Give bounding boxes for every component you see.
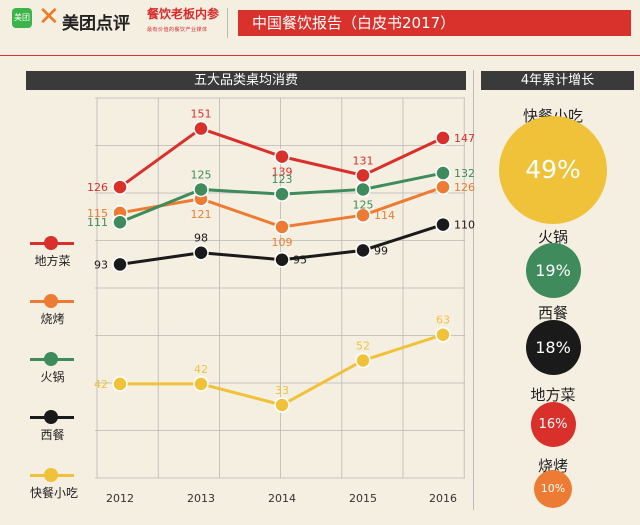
data-point <box>355 352 371 369</box>
legend-dot <box>44 236 58 250</box>
header-divider <box>227 8 228 38</box>
x-tick-label: 2014 <box>268 492 296 505</box>
data-label: 125 <box>191 168 212 181</box>
data-point <box>274 219 290 235</box>
data-label: 110 <box>454 219 475 232</box>
data-label: 98 <box>194 232 208 245</box>
legend-label: 西餐 <box>40 428 65 442</box>
data-point <box>435 326 451 343</box>
legend-swatch <box>30 468 74 482</box>
sub-brand: 餐饮老板内参 <box>147 7 220 21</box>
legend-item: 火锅 <box>30 352 75 385</box>
data-point <box>435 179 451 195</box>
data-point <box>355 207 371 223</box>
legend-item: 地方菜 <box>30 236 75 269</box>
data-label: 33 <box>275 384 289 397</box>
data-label: 123 <box>272 173 293 186</box>
data-point <box>355 242 371 259</box>
chart-x-ticks: 2012 2013 2014 2015 2016 <box>106 492 457 505</box>
data-point <box>355 181 371 198</box>
legend-dot <box>44 468 58 482</box>
data-label: 93 <box>94 258 108 271</box>
brand-name: 美团点评 <box>62 14 130 34</box>
data-label: 99 <box>374 244 388 257</box>
x-tick-label: 2016 <box>429 492 457 505</box>
data-point <box>435 165 451 181</box>
legend-swatch <box>30 410 74 424</box>
data-point <box>193 376 209 392</box>
data-label: 126 <box>454 181 475 194</box>
data-point <box>112 256 128 273</box>
data-label: 132 <box>454 167 475 180</box>
data-label: 131 <box>353 154 374 167</box>
data-point <box>193 181 209 198</box>
growth-circle: 16% <box>530 401 576 447</box>
legend-label: 火锅 <box>40 370 65 384</box>
legend-dot <box>44 352 58 366</box>
legend-item: 西餐 <box>30 410 75 443</box>
growth-circle: 49% <box>499 116 607 224</box>
header-rule <box>0 55 640 56</box>
header: 美团 ✕ 美团点评 餐饮老板内参 最有价值的餐饮产业媒体 中国餐饮报告（白皮书2… <box>0 0 640 56</box>
panel-divider <box>473 70 474 510</box>
meituan-logo-icon: 美团 <box>12 8 32 28</box>
data-point <box>112 179 128 195</box>
legend-swatch <box>30 294 74 308</box>
legend-dot <box>44 410 58 424</box>
data-label: 95 <box>293 254 307 267</box>
brand-x-icon: ✕ <box>38 2 60 32</box>
growth-circle: 10% <box>534 470 572 508</box>
data-point <box>274 148 290 165</box>
legend-swatch <box>30 352 74 366</box>
data-point <box>435 216 451 233</box>
x-tick-label: 2015 <box>349 492 377 505</box>
report-title: 中国餐饮报告（白皮书2017） <box>238 10 631 36</box>
legend-item: 烧烤 <box>30 294 75 327</box>
right-panel-title: 4年累计增长 <box>481 71 634 90</box>
legend-swatch <box>30 236 74 250</box>
growth-circle: 19% <box>525 242 581 298</box>
data-label: 111 <box>87 216 108 229</box>
x-tick-label: 2013 <box>187 492 215 505</box>
growth-label: 西餐 <box>537 304 568 322</box>
legend-label: 快餐小吃 <box>30 486 79 500</box>
data-label: 109 <box>272 236 293 249</box>
legend-label: 地方菜 <box>34 254 71 268</box>
data-label: 125 <box>353 198 374 211</box>
data-point <box>193 244 209 261</box>
legend-label: 烧烤 <box>40 312 65 326</box>
data-label: 147 <box>454 132 475 145</box>
data-point <box>274 251 290 268</box>
data-point <box>274 397 290 413</box>
legend-item: 快餐小吃 <box>30 468 79 501</box>
data-point <box>355 167 371 184</box>
logo-icon-text: 美团 <box>14 13 30 22</box>
data-label: 115 <box>87 207 108 220</box>
data-point <box>193 120 209 137</box>
growth-label: 地方菜 <box>530 386 576 404</box>
chart-points <box>112 120 451 413</box>
legend-dot <box>44 294 58 308</box>
data-label: 114 <box>374 209 395 222</box>
data-label: 63 <box>436 314 450 327</box>
x-tick-label: 2012 <box>106 492 134 505</box>
growth-label: 火锅 <box>537 228 568 246</box>
growth-circle: 18% <box>525 319 581 375</box>
data-label: 42 <box>194 363 208 376</box>
data-point <box>274 186 290 202</box>
data-label: 121 <box>191 208 212 221</box>
left-panel-title: 五大品类桌均消费 <box>26 71 466 90</box>
chart-data-labels: 126 151 139 131 147 115 121 109 114 126 111 125 123 1… <box>87 108 475 397</box>
data-point <box>112 376 128 392</box>
sub-brand-tagline: 最有价值的餐饮产业媒体 <box>147 27 208 33</box>
data-label: 151 <box>191 108 212 121</box>
data-label: 139 <box>272 166 293 179</box>
data-point <box>435 130 451 146</box>
data-point <box>112 214 128 230</box>
data-label: 42 <box>94 378 108 391</box>
data-label: 126 <box>87 181 108 194</box>
data-label: 52 <box>356 339 370 352</box>
